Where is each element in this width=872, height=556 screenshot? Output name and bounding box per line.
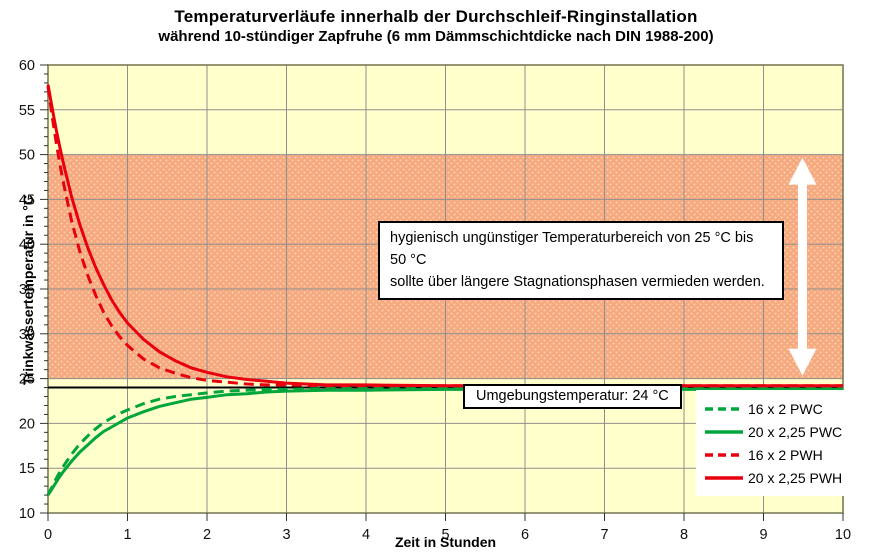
svg-text:50: 50: [19, 148, 35, 164]
chart-title: Temperaturverläufe innerhalb der Durchsc…: [174, 7, 698, 26]
legend-item: 20 x 2,25 PWC: [705, 420, 852, 443]
svg-text:60: 60: [19, 58, 35, 74]
svg-text:30: 30: [19, 327, 35, 343]
svg-text:9: 9: [759, 527, 767, 543]
legend-label: 16 x 2 PWC: [748, 400, 823, 417]
legend-line-sample: [705, 475, 743, 480]
svg-text:4: 4: [362, 527, 370, 543]
chart-subtitle: während 10-stündiger Zapfruhe (6 mm Dämm…: [158, 28, 714, 45]
svg-text:15: 15: [19, 461, 35, 477]
legend-line-sample: [705, 452, 743, 457]
legend-label: 16 x 2 PWH: [748, 446, 823, 463]
svg-text:5: 5: [441, 527, 449, 543]
x-axis-title: Zeit in Stunden: [394, 534, 497, 550]
legend-item: 16 x 2 PWC: [705, 397, 852, 420]
series-line-20-x-2-25-pwh: [46, 84, 843, 388]
svg-text:10: 10: [835, 527, 851, 543]
svg-text:40: 40: [19, 237, 35, 253]
svg-text:2: 2: [203, 527, 211, 543]
svg-text:0: 0: [44, 527, 52, 543]
svg-text:10: 10: [19, 506, 35, 522]
y-axis-title: Trinkwassertemperatur in °C: [20, 195, 36, 385]
svg-text:6: 6: [521, 527, 529, 543]
legend-line-sample: [705, 429, 743, 434]
legend-item: 16 x 2 PWH: [705, 443, 852, 466]
series-line-20-x-2-25-pwc: [46, 387, 843, 496]
hygiene-annotation-line1: hygienisch ungünstiger Temperaturbereich…: [390, 230, 754, 268]
legend-label: 20 x 2,25 PWH: [748, 469, 843, 486]
legend-label: 20 x 2,25 PWC: [748, 423, 843, 440]
svg-text:8: 8: [680, 527, 688, 543]
ambient-temperature-label: Umgebungstemperatur: 24 °C: [463, 384, 682, 409]
svg-text:3: 3: [282, 527, 290, 543]
svg-text:7: 7: [600, 527, 608, 543]
hygiene-annotation-line2: sollte über längere Stagnationsphasen ve…: [390, 273, 765, 290]
legend-item: 20 x 2,25 PWH: [705, 466, 852, 489]
hygiene-annotation-box: hygienisch ungünstiger Temperaturbereich…: [378, 221, 784, 301]
legend-line-sample: [705, 406, 743, 411]
svg-text:45: 45: [19, 192, 35, 208]
svg-text:20: 20: [19, 416, 35, 432]
svg-text:55: 55: [19, 103, 35, 119]
band-range-arrow: [788, 157, 817, 376]
svg-text:35: 35: [19, 282, 35, 298]
svg-text:1: 1: [123, 527, 131, 543]
legend: 16 x 2 PWC 20 x 2,25 PWC 16 x 2 PWH 20 x…: [696, 390, 852, 496]
axis-ticks: [40, 64, 844, 521]
gridlines: [48, 65, 843, 513]
svg-text:25: 25: [19, 372, 35, 388]
